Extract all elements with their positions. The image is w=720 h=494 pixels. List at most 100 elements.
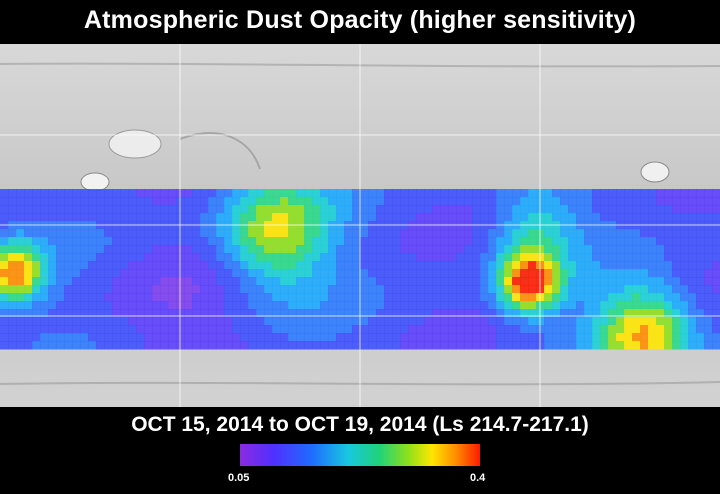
dust-cell [160, 341, 169, 350]
dust-cell [312, 213, 321, 222]
dust-cell [288, 205, 297, 214]
dust-cell [440, 189, 449, 198]
dust-cell [648, 213, 657, 222]
dust-cell [8, 277, 17, 286]
dust-cell [16, 269, 25, 278]
dust-cell [232, 285, 241, 294]
dust-cell [64, 269, 73, 278]
dust-cell [304, 213, 313, 222]
dust-cell [0, 309, 9, 318]
dust-cell [424, 277, 433, 286]
dust-cell [552, 285, 561, 294]
dust-cell [656, 213, 665, 222]
dust-cell [616, 261, 625, 270]
dust-cell [144, 317, 153, 326]
dust-cell [72, 229, 81, 238]
dust-cell [112, 253, 121, 262]
dust-cell [272, 245, 281, 254]
dust-cell [456, 309, 465, 318]
dust-cell [264, 253, 273, 262]
dust-cell [440, 269, 449, 278]
dust-cell [480, 333, 489, 342]
dust-cell [376, 189, 385, 198]
dust-cell [360, 309, 369, 318]
dust-cell [488, 253, 497, 262]
dust-cell [688, 293, 697, 302]
dust-cell [8, 317, 17, 326]
dust-cell [200, 309, 209, 318]
dust-cell [632, 333, 641, 342]
dust-cell [16, 197, 25, 206]
dust-cell [360, 253, 369, 262]
dust-cell [320, 213, 329, 222]
dust-cell [240, 325, 249, 334]
dust-cell [376, 285, 385, 294]
dust-cell [240, 189, 249, 198]
dust-cell [192, 253, 201, 262]
dust-cell [496, 333, 505, 342]
dust-cell [568, 277, 577, 286]
dust-cell [184, 237, 193, 246]
dust-cell [32, 293, 41, 302]
dust-cell [264, 245, 273, 254]
dust-cell [432, 317, 441, 326]
dust-cell [592, 333, 601, 342]
dust-cell [600, 213, 609, 222]
dust-cell [376, 253, 385, 262]
dust-cell [408, 245, 417, 254]
dust-cell [80, 237, 89, 246]
dust-cell [368, 197, 377, 206]
dust-cell [576, 197, 585, 206]
dust-cell [480, 205, 489, 214]
dust-cell [368, 341, 377, 350]
dust-cell [40, 229, 49, 238]
dust-cell [8, 189, 17, 198]
dust-cell [648, 317, 657, 326]
dust-cell [336, 229, 345, 238]
dust-cell [208, 325, 217, 334]
dust-cell [256, 189, 265, 198]
dust-cell [208, 317, 217, 326]
dust-cell [80, 213, 89, 222]
dust-cell [136, 277, 145, 286]
dust-cell [432, 213, 441, 222]
dust-cell [624, 293, 633, 302]
dust-cell [72, 341, 81, 350]
dust-cell [136, 213, 145, 222]
dust-cell [664, 309, 673, 318]
dust-cell [248, 269, 257, 278]
dust-cell [208, 341, 217, 350]
dust-cell [608, 333, 617, 342]
dust-cell [64, 325, 73, 334]
dust-cell [112, 285, 121, 294]
dust-cell [504, 269, 513, 278]
dust-cell [104, 317, 113, 326]
dust-cell [120, 341, 129, 350]
dust-cell [704, 269, 713, 278]
dust-cell [264, 341, 273, 350]
dust-cell [336, 341, 345, 350]
dust-cell [0, 293, 9, 302]
dust-cell [712, 301, 720, 310]
dust-cell [16, 333, 25, 342]
dust-cell [672, 285, 681, 294]
dust-cell [288, 301, 297, 310]
dust-cell [520, 197, 529, 206]
dust-cell [552, 229, 561, 238]
dust-cell [504, 253, 513, 262]
dust-cell [432, 245, 441, 254]
dust-cell [440, 213, 449, 222]
dust-cell [48, 269, 57, 278]
dust-cell [120, 197, 129, 206]
dust-cell [496, 205, 505, 214]
dust-cell [680, 317, 689, 326]
dust-cell [32, 189, 41, 198]
dust-cell [192, 229, 201, 238]
dust-cell [336, 245, 345, 254]
dust-cell [504, 277, 513, 286]
dust-cell [96, 229, 105, 238]
dust-cell [16, 293, 25, 302]
dust-cell [280, 213, 289, 222]
dust-cell [336, 197, 345, 206]
dust-cell [384, 261, 393, 270]
